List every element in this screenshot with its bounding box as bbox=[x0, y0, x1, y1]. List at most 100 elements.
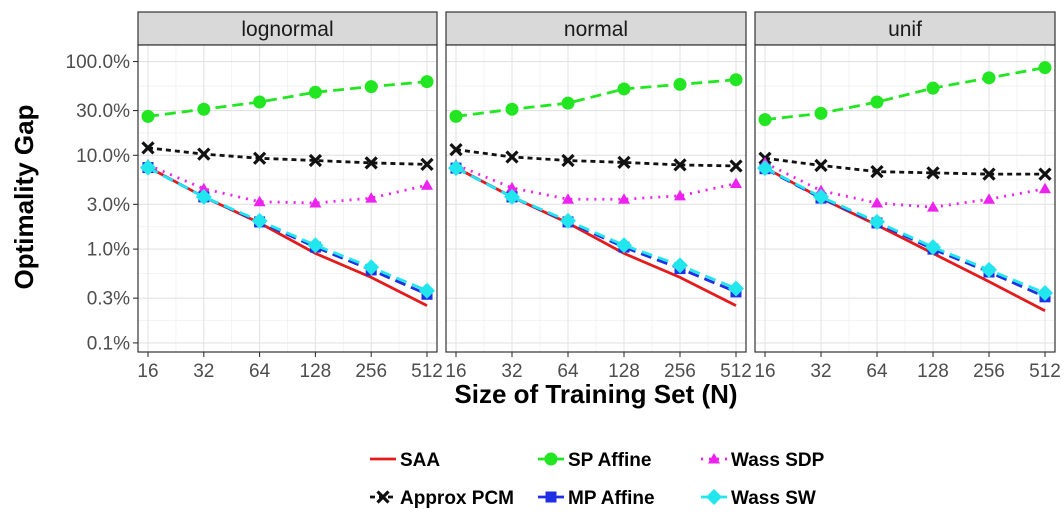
data-point-marker-stroke-b bbox=[870, 164, 884, 179]
x-tick-label: 512 bbox=[720, 361, 752, 382]
facet-strip-label: lognormal bbox=[241, 18, 333, 41]
data-point-marker bbox=[505, 102, 519, 116]
data-point-marker-stroke-b bbox=[814, 158, 828, 173]
x-tick-label: 64 bbox=[249, 361, 271, 382]
data-point-marker bbox=[617, 155, 631, 170]
data-point-marker bbox=[309, 197, 322, 208]
data-point-marker bbox=[253, 195, 266, 207]
legend-item-approx-pcm: Approx PCM bbox=[370, 488, 514, 509]
x-tick-label: 256 bbox=[355, 361, 387, 382]
data-point-marker bbox=[364, 80, 378, 94]
data-point-marker bbox=[1037, 285, 1053, 302]
data-point-marker bbox=[814, 158, 828, 173]
x-tick-label: 16 bbox=[137, 361, 158, 382]
data-point-marker bbox=[562, 193, 574, 204]
data-point-marker bbox=[730, 177, 742, 189]
x-tick-label: 16 bbox=[445, 361, 466, 382]
data-point-marker bbox=[616, 237, 632, 254]
data-point-marker-stroke-b bbox=[197, 147, 211, 161]
legend-label: SP Affine bbox=[568, 450, 651, 471]
x-tick-label: 512 bbox=[411, 361, 443, 382]
data-point-marker bbox=[813, 188, 829, 205]
data-point-marker bbox=[421, 179, 433, 190]
data-point-marker bbox=[197, 147, 211, 161]
data-point-marker bbox=[674, 189, 686, 201]
legend-item-saa: SAA bbox=[370, 450, 440, 471]
legend-label: Wass SDP bbox=[731, 450, 825, 471]
y-tick-label: 100.0% bbox=[66, 52, 131, 73]
x-tick-label: 128 bbox=[300, 361, 332, 382]
legend-item-wass-sdp: Wass SDP bbox=[701, 450, 825, 471]
data-point-marker bbox=[253, 95, 267, 109]
data-point-marker bbox=[1038, 167, 1052, 181]
data-point-marker bbox=[195, 188, 212, 205]
legend-label: Wass SW bbox=[731, 488, 816, 508]
series-line bbox=[455, 166, 737, 290]
facet-strip bbox=[445, 11, 747, 46]
data-point-marker-stroke-b bbox=[926, 166, 940, 180]
legend-key-marker bbox=[544, 452, 558, 466]
data-point-marker bbox=[869, 213, 885, 230]
data-point-marker-stroke-b bbox=[561, 153, 575, 168]
legend-label: MP Affine bbox=[568, 488, 655, 508]
data-point-marker bbox=[506, 181, 518, 193]
data-point-marker bbox=[420, 157, 434, 172]
data-point-marker bbox=[927, 201, 939, 212]
series-line bbox=[764, 166, 1046, 295]
data-point-marker bbox=[252, 151, 267, 165]
y-tick-label: 30.0% bbox=[76, 101, 130, 122]
x-tick-label: 256 bbox=[664, 361, 696, 382]
data-point-marker bbox=[871, 197, 883, 208]
data-point-marker bbox=[982, 167, 996, 181]
data-point-marker bbox=[870, 164, 884, 179]
facet-strip bbox=[137, 11, 438, 46]
series-line bbox=[147, 146, 428, 166]
data-point-marker-stroke-b bbox=[420, 157, 434, 172]
data-point-marker bbox=[673, 77, 687, 91]
data-point-marker bbox=[419, 282, 435, 299]
facet-strip-label: normal bbox=[564, 18, 628, 41]
data-point-marker bbox=[983, 193, 995, 204]
data-point-marker bbox=[448, 160, 464, 177]
x-tick-label: 64 bbox=[866, 361, 888, 382]
data-point-marker-stroke-b bbox=[982, 167, 996, 181]
data-point-marker bbox=[814, 106, 828, 120]
data-point-marker bbox=[673, 158, 687, 172]
data-point-marker bbox=[449, 142, 463, 157]
data-point-marker bbox=[505, 150, 519, 164]
series-sp-affine bbox=[449, 73, 743, 123]
facet-panel-lognormal: lognormal 16 32 64 128 256 512 bbox=[137, 11, 443, 382]
series-wass-sw bbox=[140, 159, 435, 299]
legend: SAA SP Affine Wass SDP Approx PCM MP Affine W… bbox=[370, 450, 825, 509]
legend-key-marker bbox=[545, 491, 557, 503]
data-point-marker bbox=[504, 188, 520, 205]
x-tick-label: 32 bbox=[501, 361, 522, 382]
x-tick-label: 32 bbox=[193, 361, 214, 382]
data-point-marker bbox=[141, 109, 155, 123]
data-point-marker bbox=[449, 109, 463, 123]
facet-panel-normal: normal 16 32 64 128 256 512 bbox=[445, 11, 752, 382]
data-point-marker bbox=[1039, 182, 1051, 194]
data-point-marker bbox=[251, 212, 268, 229]
data-point-marker bbox=[982, 71, 996, 85]
x-axis-title: Size of Training Set (N) bbox=[454, 379, 737, 409]
x-tick-label: 512 bbox=[1029, 361, 1061, 382]
series-approx-pcm bbox=[141, 141, 434, 172]
series-line bbox=[455, 78, 737, 118]
panel-border bbox=[445, 44, 747, 353]
series-line bbox=[147, 163, 428, 205]
data-point-marker bbox=[364, 156, 378, 170]
data-point-marker-stroke-b bbox=[141, 141, 155, 155]
series-line bbox=[455, 148, 737, 168]
series-line bbox=[455, 163, 737, 201]
series-wass-sw bbox=[757, 160, 1053, 302]
y-tick-label: 1.0% bbox=[87, 240, 130, 261]
data-point-marker bbox=[870, 95, 884, 109]
data-point-marker-stroke-b bbox=[252, 151, 267, 165]
data-point-marker bbox=[925, 239, 941, 256]
legend-key-marker bbox=[708, 453, 720, 464]
data-point-marker bbox=[365, 192, 378, 203]
data-point-marker bbox=[561, 153, 575, 168]
data-point-marker bbox=[141, 141, 155, 155]
